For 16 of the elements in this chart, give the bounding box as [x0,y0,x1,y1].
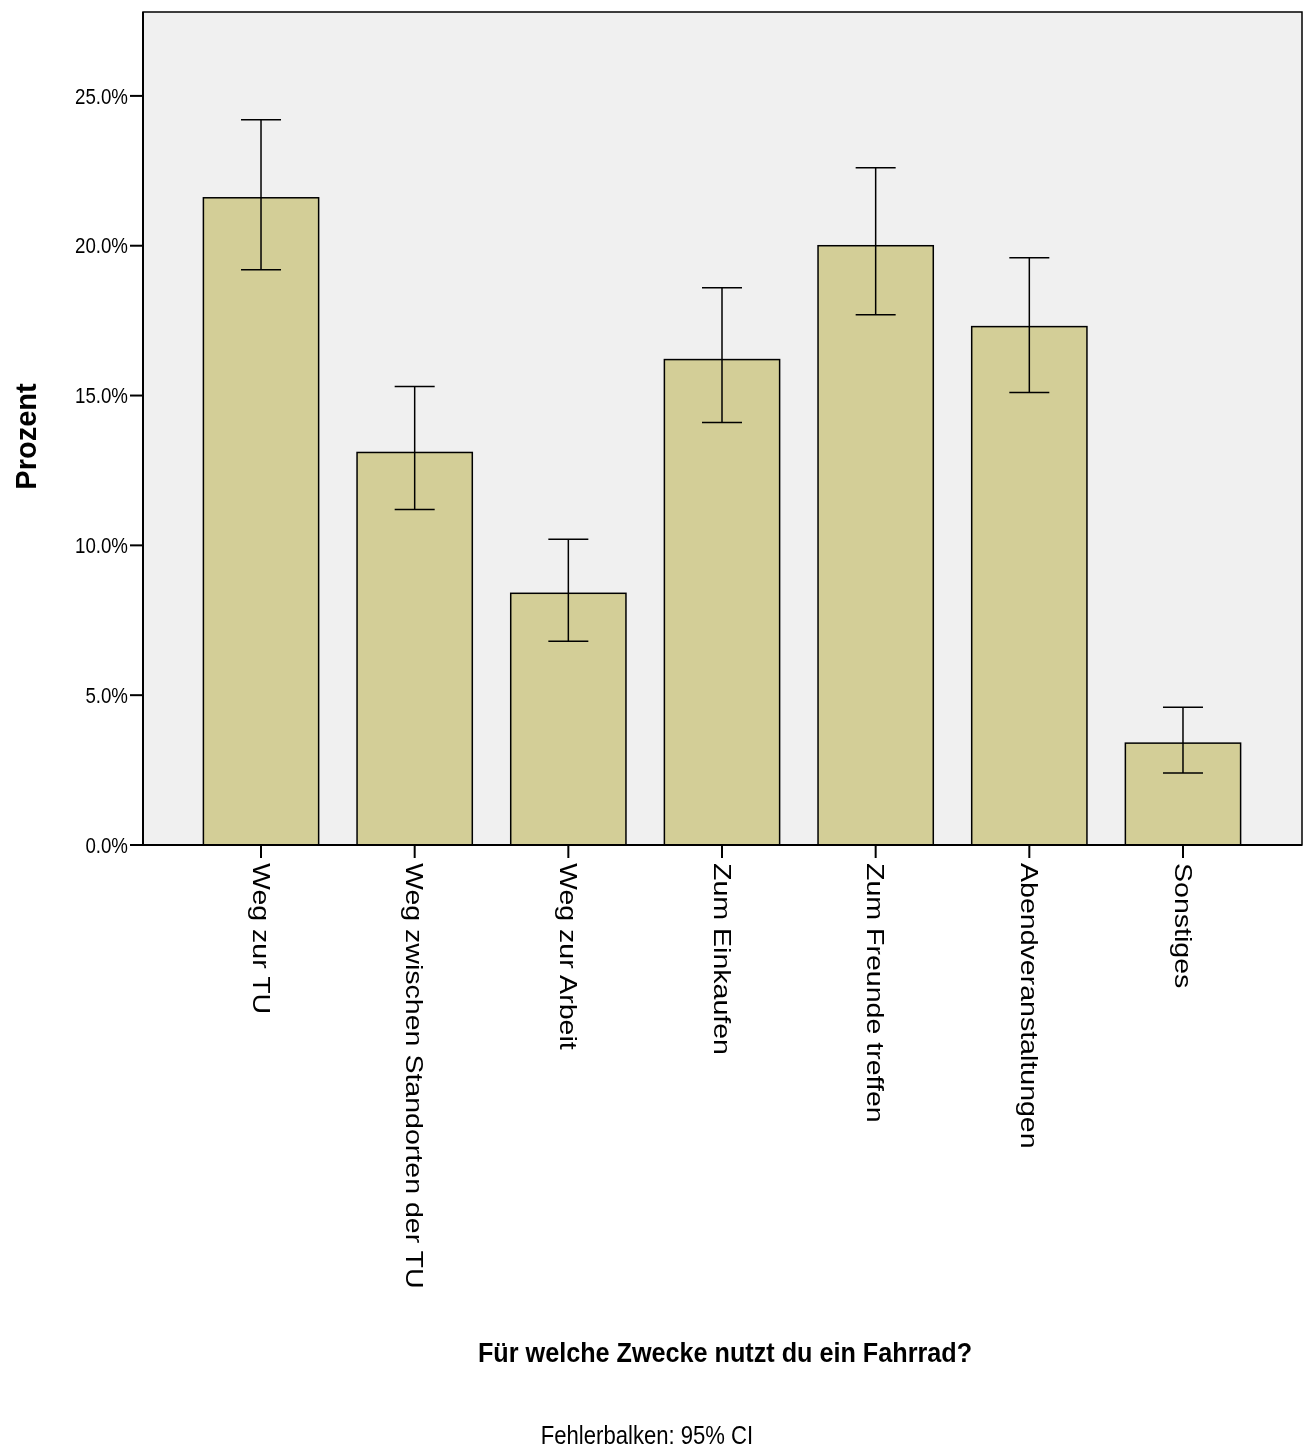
x-axis-title: Für welche Zwecke nutzt du ein Fahrrad? [477,1336,973,1369]
y-tick-label: 5.0% [85,683,128,708]
x-tick-label: Sonstiges [1169,863,1197,989]
y-tick-label: 15.0% [74,383,128,408]
y-tick-label: 10.0% [74,533,128,558]
x-tick-label: Weg zur Arbeit [554,863,582,1051]
y-tick-label: 20.0% [74,234,128,258]
x-tick-label: Weg zwischen Standorten der TU [400,863,429,1289]
text: Fehlerbalken: 95% CI [540,1420,754,1450]
x-tick-label: Weg zur TU [247,863,275,1015]
x-tick-label: Zum Freunde treffen [861,863,890,1123]
x-tick-label: Zum Einkaufen [708,863,736,1055]
x-tick-label: Abendveranstaltungen [1015,863,1043,1149]
y-axis-title: Prozent [10,382,42,490]
y-tick-label: 25.0% [74,84,128,108]
y-tick-label: 0.0% [85,833,128,858]
